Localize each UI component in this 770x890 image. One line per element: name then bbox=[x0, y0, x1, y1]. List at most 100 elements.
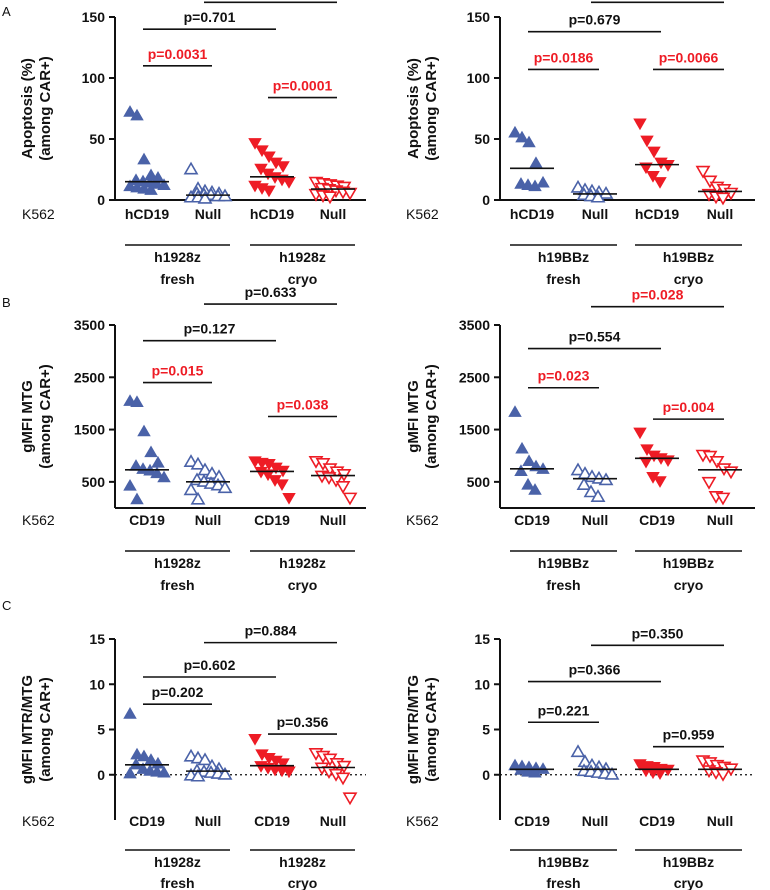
group-sublabel: fresh bbox=[546, 271, 580, 287]
data-point bbox=[157, 470, 171, 483]
data-point bbox=[190, 768, 206, 782]
y-tick-label: 150 bbox=[467, 9, 491, 25]
data-point bbox=[521, 477, 535, 490]
x-category-label: hCD19 bbox=[635, 206, 680, 222]
data-point bbox=[129, 757, 143, 770]
p-value-label: p=0.023 bbox=[538, 368, 590, 384]
p-value-label: p=0.366 bbox=[569, 662, 621, 678]
data-point bbox=[282, 766, 296, 779]
data-point bbox=[130, 747, 144, 760]
p-value-label: p=0.221 bbox=[538, 702, 590, 718]
data-point bbox=[248, 733, 262, 746]
y-tick-label: 100 bbox=[467, 70, 491, 86]
x-category-label: CD19 bbox=[514, 813, 550, 829]
group-label: h19BBz bbox=[663, 249, 714, 265]
data-point bbox=[570, 744, 586, 758]
x-category-label: CD19 bbox=[254, 813, 290, 829]
y-tick-label: 0 bbox=[482, 192, 490, 208]
data-point bbox=[723, 466, 739, 480]
y-tick-label: 150 bbox=[82, 9, 106, 25]
p-value-label: p=0.0001 bbox=[273, 78, 333, 94]
x-category-label: CD19 bbox=[129, 813, 165, 829]
x-category-label: Null bbox=[320, 206, 346, 222]
data-point bbox=[570, 462, 586, 476]
group-label: h1928z bbox=[279, 249, 326, 265]
data-point bbox=[130, 492, 144, 505]
y-tick-label: 0 bbox=[482, 767, 490, 783]
y-axis-label: gMFI MTG bbox=[19, 380, 36, 452]
data-point bbox=[335, 481, 351, 494]
data-point bbox=[157, 178, 171, 190]
data-point bbox=[715, 492, 731, 506]
p-value-label: p=0.127 bbox=[184, 321, 236, 337]
p-value-label: p=0.356 bbox=[277, 714, 329, 730]
data-point bbox=[262, 151, 276, 164]
panel-letter-a: A bbox=[2, 4, 11, 19]
data-point bbox=[576, 477, 592, 490]
data-point bbox=[701, 476, 717, 490]
p-value-label: p=0.0031 bbox=[148, 46, 208, 62]
group-sublabel: cryo bbox=[288, 875, 318, 890]
y-tick-label: 50 bbox=[89, 131, 105, 147]
data-point bbox=[639, 456, 653, 469]
x-category-label: hCD19 bbox=[125, 206, 170, 222]
y-tick-label: 1500 bbox=[74, 422, 105, 438]
chart-panel-b2: 500 1500 2500 3500 gMFI MTG (among CAR+) p=0.0… bbox=[405, 287, 755, 593]
x-category-label: Null bbox=[582, 206, 608, 222]
x-category-label: Null bbox=[195, 512, 221, 528]
data-point bbox=[590, 489, 606, 503]
row-label-k562: K562 bbox=[406, 512, 439, 528]
data-point bbox=[536, 762, 550, 774]
group-sublabel: fresh bbox=[160, 875, 194, 890]
p-value-label: p=0.0186 bbox=[534, 49, 594, 65]
data-point bbox=[183, 482, 199, 496]
row-label-k562: K562 bbox=[406, 813, 439, 829]
x-category-label: Null bbox=[582, 813, 608, 829]
data-point bbox=[210, 477, 226, 491]
x-category-label: Null bbox=[320, 813, 346, 829]
data-point bbox=[150, 466, 164, 479]
data-point bbox=[282, 492, 296, 505]
data-point bbox=[640, 444, 654, 456]
y-tick-label: 5 bbox=[482, 722, 490, 738]
y-tick-label: 500 bbox=[467, 474, 491, 490]
p-value-label: p=0.015 bbox=[152, 363, 204, 379]
y-axis-label-sub: (among CAR+) bbox=[37, 364, 54, 469]
data-point bbox=[598, 186, 614, 199]
data-point bbox=[522, 454, 536, 467]
group-label: h19BBz bbox=[538, 249, 589, 265]
y-tick-label: 2500 bbox=[459, 369, 490, 385]
data-point bbox=[217, 480, 233, 494]
data-point bbox=[197, 752, 213, 766]
data-point bbox=[515, 130, 529, 143]
data-point bbox=[248, 138, 262, 150]
group-label: h19BBz bbox=[538, 555, 589, 571]
p-value-label: p=0.038 bbox=[277, 397, 329, 413]
data-point bbox=[157, 765, 171, 778]
group-label: h1928z bbox=[154, 249, 201, 265]
data-point bbox=[197, 190, 213, 204]
data-point bbox=[144, 183, 158, 195]
group-sublabel: cryo bbox=[288, 577, 318, 593]
data-point bbox=[583, 484, 599, 498]
x-category-label: hCD19 bbox=[510, 206, 555, 222]
data-point bbox=[528, 765, 542, 778]
y-tick-label: 15 bbox=[89, 631, 105, 647]
y-tick-label: 3500 bbox=[459, 317, 490, 333]
y-tick-label: 3500 bbox=[74, 317, 105, 333]
data-point bbox=[640, 135, 654, 148]
y-axis-label-sub: (among CAR+) bbox=[423, 56, 440, 161]
data-point bbox=[633, 427, 647, 440]
group-label: h19BBz bbox=[538, 854, 589, 870]
data-point bbox=[130, 108, 144, 121]
data-point bbox=[151, 455, 165, 468]
y-axis-label: Apoptosis (%) bbox=[405, 58, 422, 159]
x-category-label: CD19 bbox=[639, 813, 675, 829]
data-point bbox=[282, 177, 296, 189]
y-tick-label: 0 bbox=[97, 192, 105, 208]
group-sublabel: fresh bbox=[546, 577, 580, 593]
data-point bbox=[661, 455, 675, 467]
